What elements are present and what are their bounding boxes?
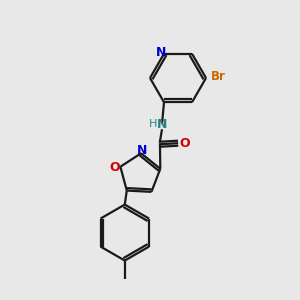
- Text: N: N: [137, 144, 147, 157]
- Text: N: N: [157, 118, 167, 131]
- Text: O: O: [109, 161, 120, 174]
- Text: H: H: [149, 119, 157, 129]
- Text: Br: Br: [211, 70, 225, 83]
- Text: O: O: [180, 137, 190, 150]
- Text: N: N: [156, 46, 166, 59]
